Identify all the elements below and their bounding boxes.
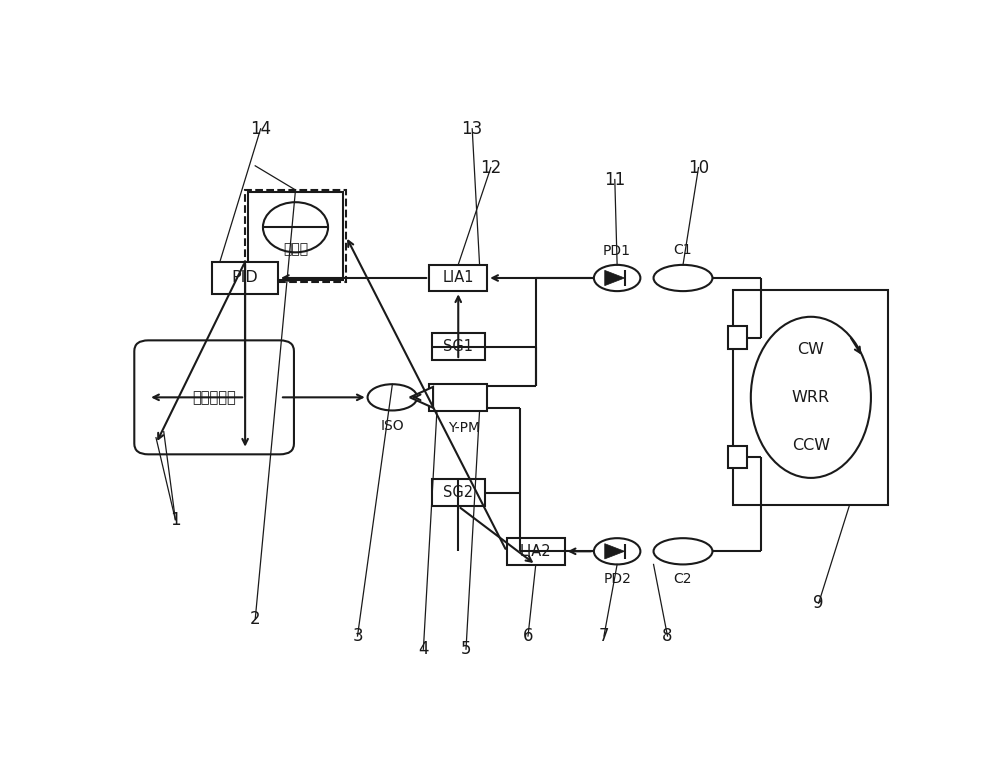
Text: SG2: SG2	[443, 485, 473, 501]
Bar	[248, 192, 343, 281]
Text: C2: C2	[674, 573, 692, 587]
Polygon shape	[605, 544, 625, 559]
Text: 孤子激光器: 孤子激光器	[192, 390, 236, 405]
Text: PD2: PD2	[603, 572, 631, 586]
Text: 13: 13	[462, 120, 483, 138]
Ellipse shape	[594, 265, 640, 291]
Text: SG1: SG1	[443, 339, 473, 354]
Ellipse shape	[594, 538, 640, 564]
Text: 9: 9	[813, 594, 824, 612]
Text: CW: CW	[797, 342, 824, 357]
Text: 14: 14	[250, 120, 271, 138]
Text: C1: C1	[674, 243, 692, 257]
Text: 11: 11	[604, 170, 625, 188]
Text: 12: 12	[480, 159, 501, 177]
Text: 7: 7	[599, 627, 609, 645]
Text: 8: 8	[662, 627, 673, 645]
Polygon shape	[605, 270, 625, 286]
Text: LIA1: LIA1	[442, 270, 474, 285]
Bar	[429, 264, 487, 291]
Ellipse shape	[654, 538, 712, 564]
Text: 4: 4	[418, 640, 429, 658]
Polygon shape	[410, 387, 433, 408]
Bar	[728, 326, 747, 349]
Text: 2: 2	[250, 611, 261, 629]
Bar	[429, 384, 487, 411]
Text: 示波器: 示波器	[283, 243, 308, 257]
Text: 3: 3	[352, 627, 363, 645]
Text: ISO: ISO	[381, 419, 404, 433]
Text: 6: 6	[523, 627, 533, 645]
Text: Y-PM: Y-PM	[448, 422, 480, 436]
Text: WRR: WRR	[792, 390, 830, 405]
Ellipse shape	[368, 384, 417, 411]
Bar	[212, 262, 278, 294]
Text: 10: 10	[688, 159, 709, 177]
Bar	[432, 480, 485, 506]
Ellipse shape	[654, 265, 712, 291]
Bar	[733, 290, 888, 505]
Text: 1: 1	[170, 511, 181, 529]
Bar	[728, 446, 747, 468]
Bar	[245, 190, 346, 282]
Text: PID: PID	[232, 270, 258, 285]
Text: LIA2: LIA2	[520, 544, 552, 559]
Bar	[432, 333, 485, 360]
Text: 5: 5	[461, 640, 471, 658]
Bar	[507, 538, 565, 565]
Text: PD1: PD1	[603, 244, 631, 258]
Text: CCW: CCW	[792, 438, 830, 453]
